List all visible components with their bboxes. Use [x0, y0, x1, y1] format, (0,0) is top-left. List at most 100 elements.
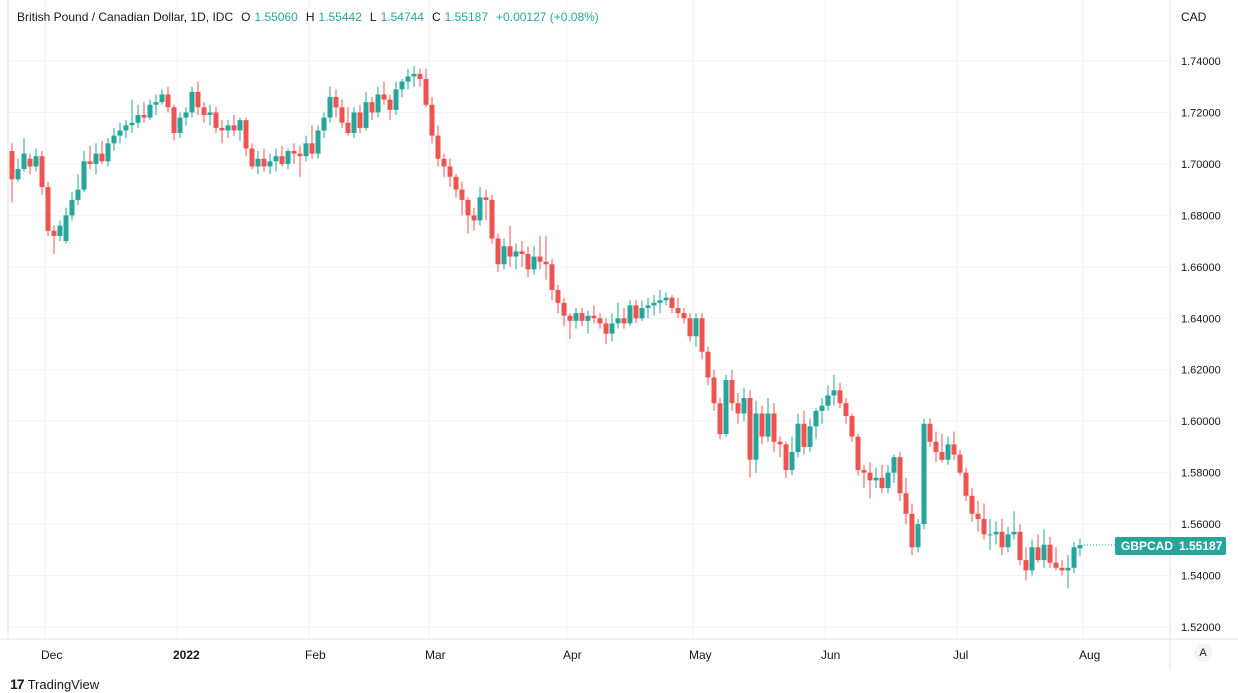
candle-body — [579, 313, 585, 321]
candle-down — [777, 436, 783, 458]
candle-body — [1005, 534, 1011, 548]
candle-down — [729, 369, 735, 411]
candle-body — [669, 297, 675, 308]
candle-down — [1035, 534, 1041, 563]
candle-body — [777, 441, 783, 445]
candle-body — [63, 215, 69, 242]
candle-body — [1035, 547, 1041, 561]
candle-up — [1005, 526, 1011, 553]
candlestick-chart[interactable]: 1.74000 1.72000 1.70000 1.68000 1.66000 1.640… — [0, 0, 1238, 670]
candle-body — [723, 380, 729, 435]
candle-down — [861, 464, 867, 489]
candle-body — [183, 112, 189, 118]
candle-up — [657, 289, 663, 314]
candle-up — [315, 125, 321, 159]
candle-body — [189, 91, 195, 113]
candle-down — [951, 431, 957, 460]
candle-body — [249, 148, 255, 167]
candle-body — [621, 318, 627, 324]
candle-up — [303, 135, 309, 162]
candle-down — [567, 313, 573, 339]
candle-up — [1041, 529, 1047, 568]
candle-down — [675, 297, 681, 319]
candle-down — [711, 369, 717, 411]
candle-body — [975, 513, 981, 519]
candle-body — [711, 377, 717, 404]
candle-body — [999, 531, 1005, 548]
tradingview-footer[interactable]: 17 TradingView — [10, 676, 99, 692]
close-value: 1.55187 — [444, 10, 489, 24]
candle-body — [453, 176, 459, 190]
candle-up — [15, 158, 21, 182]
candle-up — [117, 122, 123, 144]
candle-down — [441, 153, 447, 177]
candle-body — [69, 199, 75, 216]
candle-down — [939, 434, 945, 463]
candle-body — [537, 256, 543, 262]
x-tick-label: Mar — [425, 648, 446, 662]
candle-body — [555, 289, 561, 303]
candle-down — [141, 102, 147, 123]
candle-down — [687, 313, 693, 342]
candle-body — [207, 112, 213, 116]
candle-down — [555, 284, 561, 314]
candle-down — [261, 148, 267, 172]
candle-body — [129, 122, 135, 126]
candle-up — [321, 112, 327, 139]
auto-scale-button[interactable]: A — [1194, 644, 1212, 662]
candle-body — [819, 405, 825, 411]
candle-body — [717, 403, 723, 435]
candle-down — [471, 207, 477, 231]
candle-body — [93, 153, 99, 164]
candle-body — [525, 253, 531, 270]
candle-body — [1053, 562, 1059, 568]
candle-up — [57, 220, 63, 242]
candle-down — [429, 97, 435, 144]
candles — [9, 66, 1083, 589]
candle-down — [969, 488, 975, 522]
candle-body — [363, 102, 369, 128]
low-value: 1.54744 — [380, 10, 424, 24]
candle-body — [885, 472, 891, 489]
candle-down — [489, 194, 495, 244]
candle-body — [981, 518, 987, 535]
tradingview-logo-icon: 17 — [10, 676, 25, 692]
candle-body — [813, 410, 819, 427]
candle-up — [237, 117, 243, 141]
change-value: +0.00127 (+0.08%) — [496, 10, 599, 24]
candle-down — [231, 115, 237, 136]
candle-body — [9, 151, 15, 180]
candle-body — [255, 158, 261, 167]
candle-down — [1047, 536, 1053, 568]
candle-up — [399, 79, 405, 98]
candle-up — [69, 192, 75, 221]
low-label: L — [369, 10, 377, 24]
candle-body — [429, 104, 435, 136]
candle-down — [453, 174, 459, 198]
candle-body — [219, 127, 225, 131]
candle-up — [363, 91, 369, 131]
candle-down — [1053, 547, 1059, 571]
candle-down — [165, 86, 171, 113]
symbol-title[interactable]: British Pound / Canadian Dollar, 1D, IDC — [17, 10, 234, 24]
y-tick-label: 1.60000 — [1181, 416, 1221, 428]
candle-body — [945, 444, 951, 460]
candle-up — [327, 86, 333, 123]
chart-area[interactable]: 1.74000 1.72000 1.70000 1.68000 1.66000 1.640… — [0, 0, 1238, 670]
candle-body — [591, 315, 597, 319]
candle-body — [471, 215, 477, 221]
candle-body — [225, 125, 231, 131]
candle-body — [159, 94, 165, 103]
candle-up — [1029, 539, 1035, 576]
candle-body — [279, 156, 285, 164]
candle-up — [285, 148, 291, 170]
candle-up — [765, 398, 771, 442]
high-value: 1.55442 — [318, 10, 362, 24]
candle-body — [771, 413, 777, 442]
candle-body — [807, 426, 813, 447]
axes: 1.74000 1.72000 1.70000 1.68000 1.66000 1.640… — [0, 0, 1238, 670]
candle-up — [255, 151, 261, 175]
candle-up — [819, 398, 825, 424]
candle-up — [375, 86, 381, 118]
candle-down — [417, 68, 423, 87]
